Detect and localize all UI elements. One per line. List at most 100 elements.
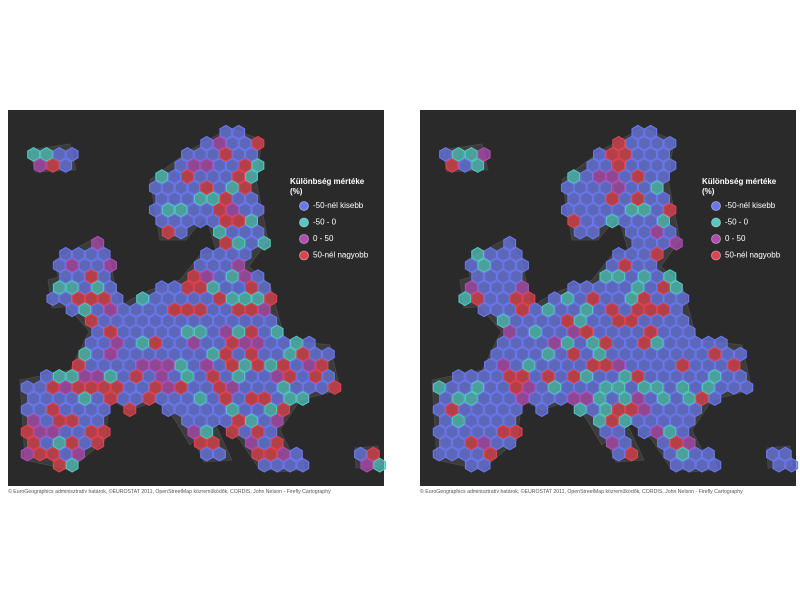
- hexbin: [471, 402, 485, 418]
- hexbin: [663, 313, 677, 329]
- hexbin: [206, 280, 220, 296]
- hexbin: [155, 280, 169, 296]
- hexbin: [676, 335, 690, 351]
- hexbin: [490, 435, 504, 451]
- hexbin: [78, 368, 92, 384]
- hexbin: [644, 368, 658, 384]
- hexbin: [593, 280, 606, 296]
- hexbin: [155, 191, 169, 207]
- hexbin: [206, 346, 220, 362]
- hexbin: [516, 346, 529, 362]
- legend-swatch: [299, 234, 309, 244]
- hexbin: [548, 291, 562, 307]
- hexbin: [245, 435, 258, 451]
- hexbin: [573, 224, 587, 240]
- hexbin: [168, 302, 182, 318]
- hexbin: [439, 413, 453, 429]
- hexbin: [625, 180, 638, 196]
- hexbin: [599, 424, 613, 440]
- hexbin: [593, 169, 606, 185]
- hexbin: [200, 135, 214, 151]
- hexbin: [714, 357, 728, 373]
- hexbin: [586, 224, 600, 240]
- hexbin: [257, 435, 271, 451]
- hexbin: [695, 368, 709, 384]
- hexbin: [232, 235, 246, 251]
- hexbin: [181, 146, 194, 162]
- hexbin: [225, 291, 239, 307]
- hexbin: [471, 291, 485, 307]
- hexbin: [567, 191, 581, 207]
- hexbin: [625, 135, 638, 151]
- hexbin: [136, 380, 150, 395]
- hexbin: [593, 146, 606, 162]
- hexbin: [200, 180, 214, 196]
- hexbin: [682, 413, 696, 429]
- hexbin: [567, 169, 581, 185]
- hexbin: [155, 213, 169, 229]
- hexbin: [155, 391, 169, 407]
- hexbin: [490, 368, 504, 384]
- legend-label: -50-nél kisebb: [725, 201, 776, 210]
- hexbin: [155, 302, 169, 318]
- hexbin: [296, 457, 310, 473]
- hexbin: [612, 269, 626, 284]
- hexbin: [225, 357, 239, 373]
- hexbin: [657, 368, 670, 384]
- legend-swatch: [299, 201, 309, 211]
- hexbin: [104, 391, 117, 407]
- hexbin: [599, 402, 613, 418]
- hexbin: [458, 402, 472, 418]
- hexbin: [644, 213, 658, 229]
- hexbin: [612, 180, 626, 196]
- hexbin: [104, 324, 117, 340]
- hexbin: [490, 413, 504, 429]
- hexbin: [116, 391, 130, 407]
- hexbin: [464, 257, 478, 273]
- hexbin: [289, 380, 303, 395]
- hexbin: [516, 257, 529, 273]
- hexbin: [650, 335, 664, 351]
- hexbin: [464, 413, 478, 429]
- hexbin: [277, 380, 291, 395]
- legend-label: 50-nél nagyobb: [313, 251, 369, 260]
- hexbin: [650, 380, 664, 395]
- hexbin: [631, 213, 645, 229]
- hexbin: [251, 335, 265, 351]
- hexbin: [245, 346, 258, 362]
- hexbin: [72, 269, 85, 284]
- hexbin: [695, 346, 709, 362]
- hexbin: [439, 435, 453, 451]
- hexbin: [232, 413, 246, 429]
- hexbin: [116, 368, 130, 384]
- hexbin: [496, 357, 510, 373]
- hexbin: [503, 346, 517, 362]
- hexbin: [206, 435, 220, 451]
- hexbin: [669, 346, 683, 362]
- hexbin: [477, 435, 491, 451]
- hexbin: [644, 302, 658, 318]
- hexbin: [200, 402, 214, 418]
- hexbin: [187, 402, 201, 418]
- hexbin: [136, 291, 150, 307]
- hexbin: [91, 302, 105, 318]
- hexbin: [238, 402, 252, 418]
- hexbin: [161, 180, 175, 196]
- hexbin: [682, 435, 696, 451]
- legend-label: 50-nél nagyobb: [725, 251, 781, 260]
- hexbin: [110, 380, 124, 395]
- hexbin: [270, 346, 284, 362]
- hexbin: [84, 357, 98, 373]
- hexbin: [225, 224, 239, 240]
- hexbin: [695, 457, 709, 473]
- hexbin: [650, 269, 664, 284]
- hexbin: [238, 180, 252, 196]
- hexbin: [509, 269, 523, 284]
- hexbin: [599, 313, 613, 329]
- hexbin: [155, 324, 169, 340]
- hexbin: [503, 391, 517, 407]
- hexbin: [509, 335, 523, 351]
- hexbin: [225, 380, 239, 395]
- hexbin: [27, 391, 41, 407]
- hexbin: [644, 346, 658, 362]
